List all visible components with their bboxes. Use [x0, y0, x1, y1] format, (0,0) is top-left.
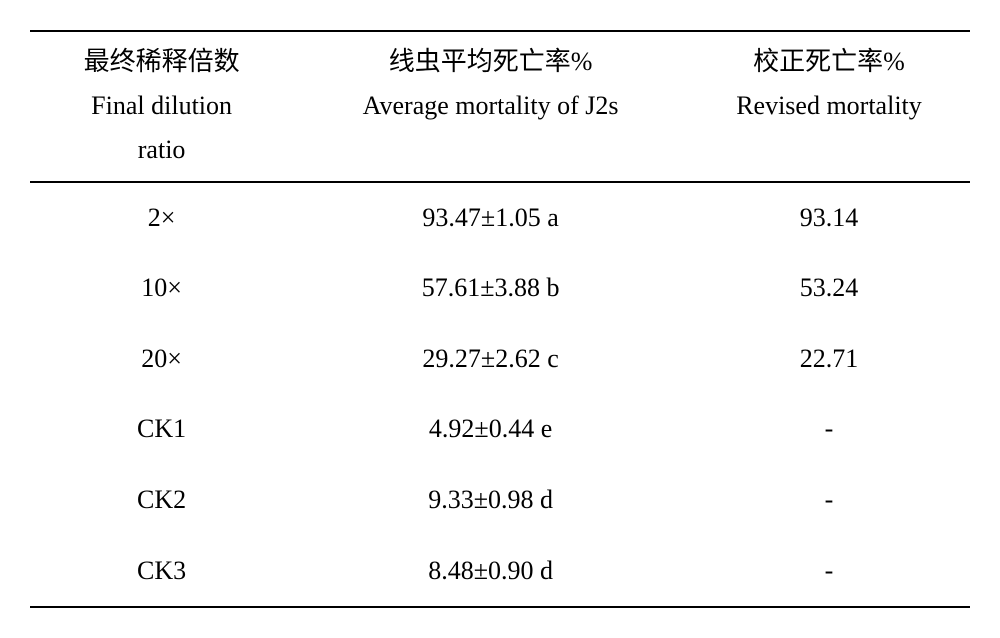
header-avg-en1: Average mortality of J2s: [303, 84, 678, 128]
cell-rev: -: [688, 536, 970, 608]
cell-rev: 22.71: [688, 324, 970, 395]
header-avg-mortality: 线虫平均死亡率% Average mortality of J2s: [293, 31, 688, 182]
cell-dilution: 10×: [30, 253, 293, 324]
table-row: 20× 29.27±2.62 c 22.71: [30, 324, 970, 395]
header-dilution-en2: ratio: [40, 128, 283, 172]
cell-rev: 93.14: [688, 182, 970, 254]
cell-rev: 53.24: [688, 253, 970, 324]
cell-avg: 57.61±3.88 b: [293, 253, 688, 324]
cell-avg: 9.33±0.98 d: [293, 465, 688, 536]
table-row: CK1 4.92±0.44 e -: [30, 394, 970, 465]
header-rev-zh: 校正死亡率%: [698, 40, 960, 84]
table-row: CK3 8.48±0.90 d -: [30, 536, 970, 608]
cell-dilution: CK3: [30, 536, 293, 608]
table-row: 2× 93.47±1.05 a 93.14: [30, 182, 970, 254]
cell-rev: -: [688, 394, 970, 465]
cell-avg: 4.92±0.44 e: [293, 394, 688, 465]
header-revised-mortality: 校正死亡率% Revised mortality: [688, 31, 970, 182]
header-rev-en1: Revised mortality: [698, 84, 960, 128]
cell-avg: 8.48±0.90 d: [293, 536, 688, 608]
cell-avg: 93.47±1.05 a: [293, 182, 688, 254]
cell-rev: -: [688, 465, 970, 536]
cell-dilution: CK1: [30, 394, 293, 465]
header-row: 最终稀释倍数 Final dilution ratio 线虫平均死亡率% Ave…: [30, 31, 970, 182]
header-dilution: 最终稀释倍数 Final dilution ratio: [30, 31, 293, 182]
cell-avg: 29.27±2.62 c: [293, 324, 688, 395]
header-avg-zh: 线虫平均死亡率%: [303, 40, 678, 84]
header-dilution-en1: Final dilution: [40, 84, 283, 128]
header-dilution-zh: 最终稀释倍数: [40, 40, 283, 84]
table-row: 10× 57.61±3.88 b 53.24: [30, 253, 970, 324]
cell-dilution: 2×: [30, 182, 293, 254]
table-row: CK2 9.33±0.98 d -: [30, 465, 970, 536]
cell-dilution: CK2: [30, 465, 293, 536]
mortality-table: 最终稀释倍数 Final dilution ratio 线虫平均死亡率% Ave…: [30, 30, 970, 608]
cell-dilution: 20×: [30, 324, 293, 395]
